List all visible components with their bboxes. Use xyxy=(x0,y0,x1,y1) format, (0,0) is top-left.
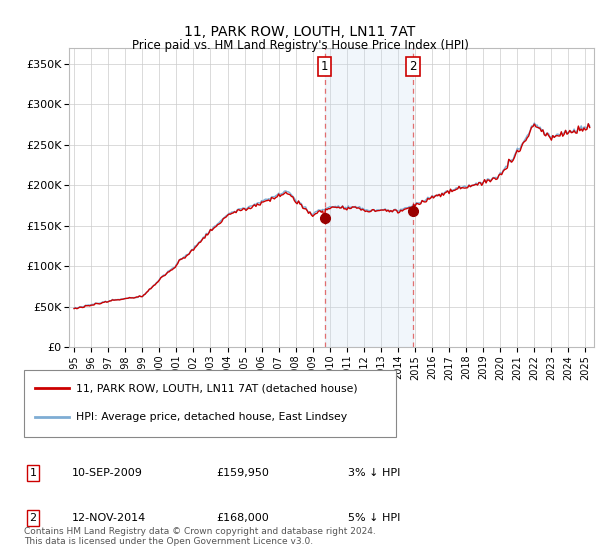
FancyBboxPatch shape xyxy=(24,370,396,437)
Text: 1: 1 xyxy=(321,59,328,73)
Text: 11, PARK ROW, LOUTH, LN11 7AT (detached house): 11, PARK ROW, LOUTH, LN11 7AT (detached … xyxy=(76,384,358,394)
Text: 5% ↓ HPI: 5% ↓ HPI xyxy=(348,513,400,523)
Text: 3% ↓ HPI: 3% ↓ HPI xyxy=(348,468,400,478)
Text: £159,950: £159,950 xyxy=(216,468,269,478)
Text: 2: 2 xyxy=(29,513,37,523)
Text: Price paid vs. HM Land Registry's House Price Index (HPI): Price paid vs. HM Land Registry's House … xyxy=(131,39,469,52)
Text: 1: 1 xyxy=(29,468,37,478)
Bar xyxy=(325,48,413,347)
Text: 2: 2 xyxy=(409,59,416,73)
Text: Contains HM Land Registry data © Crown copyright and database right 2024.
This d: Contains HM Land Registry data © Crown c… xyxy=(24,526,376,546)
Text: 12-NOV-2014: 12-NOV-2014 xyxy=(72,513,146,523)
Text: 10-SEP-2009: 10-SEP-2009 xyxy=(72,468,143,478)
Text: 11, PARK ROW, LOUTH, LN11 7AT: 11, PARK ROW, LOUTH, LN11 7AT xyxy=(184,25,416,39)
Text: HPI: Average price, detached house, East Lindsey: HPI: Average price, detached house, East… xyxy=(76,412,347,422)
Text: £168,000: £168,000 xyxy=(216,513,269,523)
